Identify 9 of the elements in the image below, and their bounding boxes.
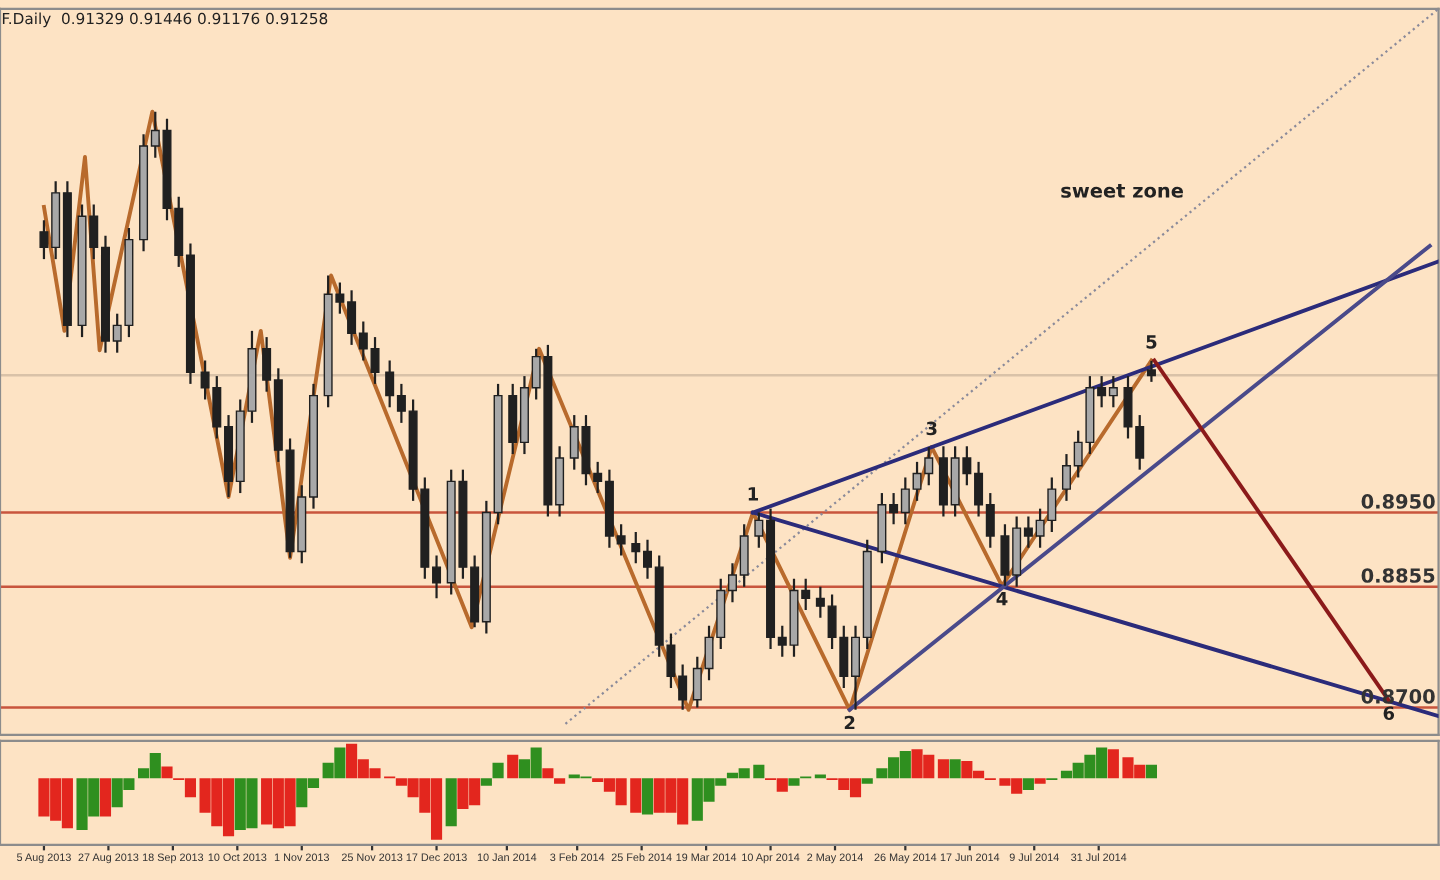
ref-line-label: 0.8950 (1361, 494, 1435, 509)
annotation: 6 (1383, 706, 1395, 721)
annotation: 1 (748, 487, 759, 501)
ref-line-label: 0.8855 (1361, 568, 1435, 583)
annotation: 2 (844, 715, 855, 730)
annotation: 4 (996, 591, 1008, 606)
annotation: 3 (926, 421, 937, 436)
annotation: 5 (1146, 335, 1157, 349)
annotation: sweet zone (1061, 183, 1183, 198)
